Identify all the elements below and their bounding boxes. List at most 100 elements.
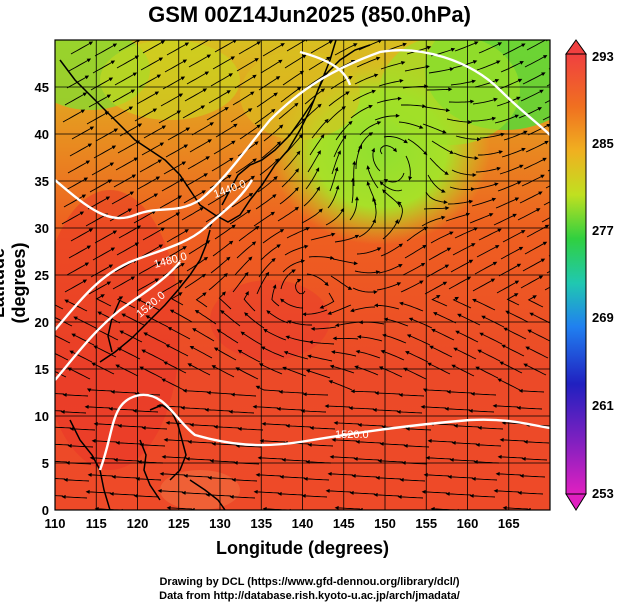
streamline <box>378 264 401 274</box>
streamline <box>431 140 452 153</box>
streamline <box>63 411 87 414</box>
streamline-arrow <box>382 189 387 194</box>
streamline-arrow <box>88 228 94 233</box>
streamline-arrow <box>131 174 137 179</box>
streamline-arrow <box>97 311 102 316</box>
streamline-arrow <box>303 476 308 481</box>
streamline <box>138 478 162 481</box>
streamline <box>545 185 550 189</box>
plot-frame <box>54 39 551 511</box>
streamline-arrow <box>201 190 206 194</box>
streamline <box>435 313 457 324</box>
streamline <box>447 408 471 411</box>
streamline <box>521 390 545 393</box>
streamline <box>430 232 452 244</box>
streamline <box>279 188 298 205</box>
streamline-arrow <box>165 344 170 348</box>
streamline <box>476 246 498 258</box>
streamline <box>112 277 133 290</box>
streamline <box>110 107 131 120</box>
streamline <box>310 233 333 241</box>
streamline-arrow <box>444 264 450 269</box>
streamline-arrow <box>495 245 500 249</box>
streamline <box>138 75 159 88</box>
streamline <box>169 507 193 510</box>
colorbar-tick-label: 269 <box>592 310 614 325</box>
streamline-arrow <box>181 490 186 495</box>
streamline-arrow <box>285 335 290 340</box>
streamline-arrow <box>62 392 67 397</box>
streamline <box>474 262 495 275</box>
streamline-arrow <box>497 228 502 233</box>
streamline <box>261 364 283 375</box>
streamline-arrow <box>183 144 189 149</box>
streamline-arrow <box>328 380 333 384</box>
streamline <box>356 248 379 255</box>
streamline <box>90 78 111 91</box>
streamline-arrow <box>169 309 175 314</box>
streamline-arrow <box>84 262 90 267</box>
streamline-arrow <box>445 108 451 113</box>
streamline-arrow <box>514 114 519 119</box>
streamline <box>142 444 166 447</box>
streamline <box>431 346 453 358</box>
streamline <box>337 507 361 510</box>
streamline <box>326 107 344 124</box>
streamline-arrow <box>113 457 118 462</box>
streamline <box>140 58 161 71</box>
streamline-arrow <box>61 494 66 499</box>
streamline <box>115 158 136 171</box>
streamline-arrow <box>274 158 280 163</box>
streamline-arrow <box>278 59 283 64</box>
streamline <box>457 331 479 343</box>
streamline-arrow <box>501 420 506 425</box>
streamline <box>122 511 144 512</box>
streamline-arrow <box>133 493 138 498</box>
streamline-arrow <box>540 174 545 179</box>
streamline <box>207 192 228 206</box>
streamline-arrow <box>471 476 476 481</box>
streamline-arrow <box>185 127 191 132</box>
streamline <box>164 247 185 260</box>
streamline-arrow <box>355 349 360 354</box>
streamline-arrow <box>495 471 500 476</box>
streamline <box>165 362 187 374</box>
streamline-arrow <box>525 346 530 351</box>
streamline-arrow <box>185 456 190 461</box>
streamline-arrow <box>327 311 332 315</box>
streamline <box>384 334 407 344</box>
streamline-arrow <box>448 87 453 92</box>
streamline <box>288 425 312 428</box>
streamline-arrow <box>231 477 236 482</box>
streamline-arrow <box>357 334 362 339</box>
streamline-arrow <box>442 129 447 134</box>
streamline <box>263 347 285 358</box>
streamline <box>479 133 503 139</box>
streamline <box>159 196 180 209</box>
streamline-arrow <box>544 224 550 229</box>
streamline <box>140 245 161 258</box>
streamline-arrow <box>205 492 210 497</box>
streamline <box>411 318 433 329</box>
streamline-arrow <box>443 200 448 205</box>
streamline <box>376 304 400 310</box>
streamline <box>138 262 159 275</box>
streamline <box>260 457 284 460</box>
streamline <box>243 293 256 312</box>
streamline-arrow <box>324 281 329 287</box>
streamline <box>239 125 259 140</box>
streamline-arrow <box>502 505 507 510</box>
streamline <box>89 180 110 193</box>
streamline-arrow <box>133 157 139 162</box>
streamline <box>163 379 185 391</box>
streamline <box>96 423 120 426</box>
streamline-arrow <box>347 286 353 290</box>
streamline <box>277 208 297 222</box>
streamline-arrow <box>396 410 401 414</box>
streamline-arrow <box>546 123 550 128</box>
streamline-arrow <box>305 369 311 374</box>
streamline <box>284 459 308 462</box>
streamline-arrow <box>420 404 425 409</box>
streamline-arrow <box>561 108 565 112</box>
